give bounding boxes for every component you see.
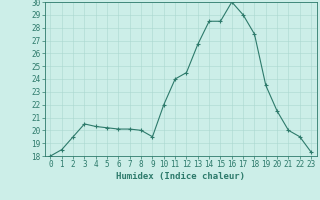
X-axis label: Humidex (Indice chaleur): Humidex (Indice chaleur) bbox=[116, 172, 245, 181]
